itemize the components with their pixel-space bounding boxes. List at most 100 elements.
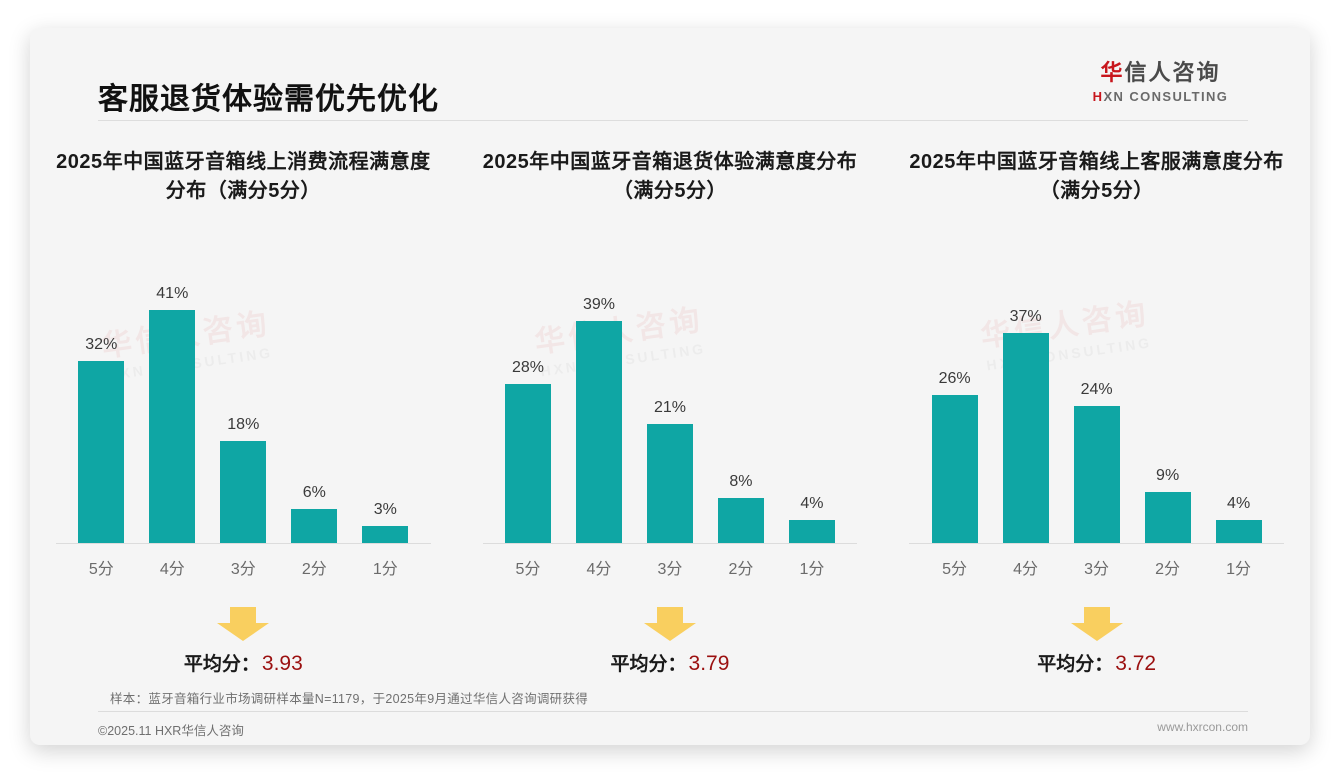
bar-item[interactable]: 32% bbox=[68, 253, 135, 543]
logo-english: HXN CONSULTING bbox=[1073, 89, 1248, 104]
average-value: 3.93 bbox=[261, 652, 303, 675]
x-axis-labels-1: 5分 4分 3分 2分 1分 bbox=[68, 544, 419, 579]
slide-footer: ©2025.11 HXR华信人咨询 www.hxrcon.com bbox=[30, 720, 1310, 745]
down-arrow-icon bbox=[1070, 607, 1123, 641]
bar-rect[interactable] bbox=[149, 309, 196, 543]
down-arrow-icon bbox=[643, 607, 696, 641]
bar-item[interactable]: 39% bbox=[566, 253, 633, 543]
bar-rect[interactable] bbox=[575, 321, 622, 543]
bar-item[interactable]: 6% bbox=[281, 253, 348, 543]
bar-item[interactable]: 41% bbox=[139, 253, 206, 543]
average-block-2: 平均分：3.79 bbox=[469, 607, 872, 676]
logo-chinese: 华信人咨询 bbox=[1073, 60, 1248, 85]
bar-value-label: 32% bbox=[85, 335, 118, 353]
average-block-3: 平均分：3.72 bbox=[895, 607, 1298, 676]
x-tick-label: 4分 bbox=[1013, 561, 1039, 578]
bar-item[interactable]: 28% bbox=[495, 253, 562, 543]
bar-item[interactable]: 4% bbox=[779, 253, 846, 543]
chart-panel-2: 2025年中国蓝牙音箱退货体验满意度分布（满分5分） 华信人咨询 HXN CON… bbox=[457, 148, 884, 676]
logo-chinese-red: 华 bbox=[1100, 60, 1125, 85]
bar-value-label: 18% bbox=[227, 415, 260, 433]
bar-rect[interactable] bbox=[931, 395, 978, 543]
bar-value-label: 39% bbox=[582, 296, 615, 314]
bar-item[interactable]: 24% bbox=[1063, 253, 1130, 543]
bar-rect[interactable] bbox=[1215, 520, 1262, 543]
chart-panel-1: 2025年中国蓝牙音箱线上消费流程满意度分布（满分5分） 华信人咨询 HXN C… bbox=[30, 148, 457, 676]
logo-english-rest: XN CONSULTING bbox=[1103, 89, 1229, 105]
x-tick-label: 2分 bbox=[728, 561, 754, 578]
x-tick-label: 4分 bbox=[159, 561, 185, 578]
x-axis-labels-3: 5分 4分 3分 2分 1分 bbox=[921, 544, 1272, 579]
average-label: 平均分： bbox=[183, 654, 260, 675]
header-divider bbox=[98, 120, 1248, 121]
bar-rect[interactable] bbox=[1144, 491, 1191, 543]
bar-value-label: 37% bbox=[1009, 307, 1042, 325]
bar-rect[interactable] bbox=[504, 383, 551, 543]
bar-item[interactable]: 4% bbox=[1205, 253, 1272, 543]
bar-item[interactable]: 21% bbox=[637, 253, 704, 543]
bar-item[interactable]: 9% bbox=[1134, 253, 1201, 543]
x-tick-label: 2分 bbox=[1155, 561, 1181, 578]
average-label: 平均分： bbox=[1037, 654, 1114, 675]
x-tick-label: 5分 bbox=[515, 561, 541, 578]
bar-item[interactable]: 18% bbox=[210, 253, 277, 543]
bar-rect[interactable] bbox=[788, 520, 835, 543]
bar-rect[interactable] bbox=[1002, 332, 1049, 543]
x-tick-label: 4分 bbox=[586, 561, 612, 578]
x-axis-line bbox=[482, 543, 858, 544]
down-arrow-icon bbox=[217, 607, 270, 641]
x-tick-label: 5分 bbox=[942, 561, 968, 578]
bar-value-label: 24% bbox=[1080, 381, 1113, 399]
average-score-3: 平均分：3.72 bbox=[895, 649, 1298, 676]
x-tick-label: 1分 bbox=[799, 561, 825, 578]
average-score-1: 平均分：3.93 bbox=[42, 649, 445, 676]
bar-value-label: 3% bbox=[373, 500, 397, 518]
bar-item[interactable]: 3% bbox=[352, 253, 419, 543]
bar-rect[interactable] bbox=[717, 497, 764, 543]
bar-value-label: 6% bbox=[302, 483, 326, 501]
bar-rect[interactable] bbox=[1073, 406, 1120, 543]
logo-chinese-rest: 信人咨询 bbox=[1124, 60, 1221, 85]
average-score-2: 平均分：3.79 bbox=[469, 649, 872, 676]
x-tick-label: 2分 bbox=[301, 561, 327, 578]
bar-value-label: 4% bbox=[1227, 495, 1251, 513]
bars-group-1: 32% 41% 18% 6% bbox=[68, 253, 419, 543]
bar-value-label: 8% bbox=[729, 472, 753, 490]
bar-value-label: 26% bbox=[938, 370, 971, 388]
average-label: 平均分： bbox=[610, 654, 687, 675]
chart-title-1: 2025年中国蓝牙音箱线上消费流程满意度分布（满分5分） bbox=[56, 151, 431, 202]
bar-value-label: 4% bbox=[800, 495, 824, 513]
sample-note: 样本：蓝牙音箱行业市场调研样本量N=1179，于2025年9月通过华信人咨询调研… bbox=[110, 692, 589, 706]
x-axis-labels-2: 5分 4分 3分 2分 1分 bbox=[495, 544, 846, 579]
chart-plot-2: 华信人咨询 HXN CONSULTING 28% 39% 21% bbox=[482, 253, 858, 544]
slide-card: 客服退货体验需优先优化 华信人咨询 HXN CONSULTING 2025年中国… bbox=[30, 28, 1310, 745]
x-tick-label: 3分 bbox=[1084, 561, 1110, 578]
bar-item[interactable]: 37% bbox=[992, 253, 1059, 543]
bars-group-2: 28% 39% 21% 8% bbox=[495, 253, 846, 543]
x-tick-label: 3分 bbox=[230, 561, 256, 578]
chart-plot-1: 华信人咨询 HXN CONSULTING 32% 41% 18% bbox=[56, 253, 431, 544]
bar-rect[interactable] bbox=[362, 525, 409, 543]
x-tick-label: 1分 bbox=[372, 561, 398, 578]
x-axis-line bbox=[56, 543, 431, 544]
average-block-1: 平均分：3.93 bbox=[42, 607, 445, 676]
copyright-text: ©2025.11 HXR华信人咨询 bbox=[98, 724, 244, 738]
bar-rect[interactable] bbox=[291, 508, 338, 543]
bar-rect[interactable] bbox=[220, 440, 267, 543]
brand-logo: 华信人咨询 HXN CONSULTING bbox=[1073, 60, 1248, 104]
x-tick-label: 1分 bbox=[1226, 561, 1252, 578]
bar-rect[interactable] bbox=[646, 423, 693, 543]
bar-item[interactable]: 8% bbox=[708, 253, 775, 543]
chart-plot-3: 华信人咨询 HXN CONSULTING 26% 37% 24% bbox=[909, 253, 1284, 544]
x-tick-label: 5分 bbox=[88, 561, 114, 578]
bar-value-label: 21% bbox=[653, 398, 686, 416]
bar-item[interactable]: 26% bbox=[921, 253, 988, 543]
logo-english-red: H bbox=[1092, 89, 1104, 105]
footer-divider bbox=[98, 711, 1248, 712]
bar-value-label: 41% bbox=[156, 284, 189, 302]
bar-value-label: 9% bbox=[1156, 466, 1180, 484]
chart-panel-3: 2025年中国蓝牙音箱线上客服满意度分布（满分5分） 华信人咨询 HXN CON… bbox=[883, 148, 1310, 676]
x-tick-label: 3分 bbox=[657, 561, 683, 578]
bar-rect[interactable] bbox=[78, 360, 125, 543]
website-link[interactable]: www.hxrcon.com bbox=[1157, 720, 1248, 734]
